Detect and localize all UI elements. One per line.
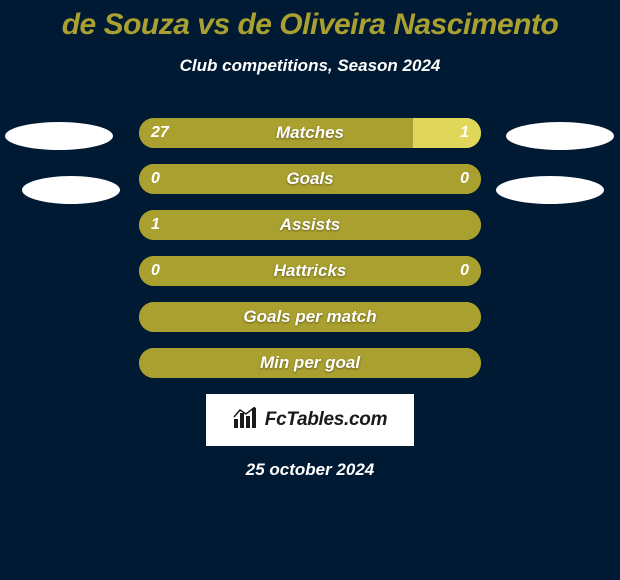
bar-value-left: 0 — [151, 164, 160, 194]
date-line: 25 october 2024 — [0, 460, 620, 480]
bar-label: Assists — [139, 210, 481, 240]
bar-value-right: 1 — [460, 118, 469, 148]
player-photo-placeholder — [5, 122, 113, 150]
stat-bar: Assists1 — [139, 210, 481, 240]
bar-value-right: 0 — [460, 164, 469, 194]
bar-value-left: 1 — [151, 210, 160, 240]
player-photo-placeholder — [506, 122, 614, 150]
player-photo-placeholder — [22, 176, 120, 204]
stat-bar: Matches27 1 — [139, 118, 481, 148]
player-photo-placeholder — [496, 176, 604, 204]
stat-bar: Hattricks0 0 — [139, 256, 481, 286]
comparison-infographic: de Souza vs de Oliveira Nascimento Club … — [0, 0, 620, 580]
bar-label: Goals — [139, 164, 481, 194]
bar-chart-icon — [233, 407, 259, 434]
stat-bar: Goals per match — [139, 302, 481, 332]
bars-area: Matches271Goals00Assists1Hattricks00Goal… — [0, 118, 620, 378]
page-title: de Souza vs de Oliveira Nascimento — [0, 0, 620, 42]
bar-value-left: 27 — [151, 118, 169, 148]
bar-label: Min per goal — [139, 348, 481, 378]
page-subtitle: Club competitions, Season 2024 — [0, 56, 620, 76]
brand-box: FcTables.com — [206, 394, 414, 446]
bar-label: Matches — [139, 118, 481, 148]
bar-value-left: 0 — [151, 256, 160, 286]
stat-bar: Goals0 0 — [139, 164, 481, 194]
bar-label: Goals per match — [139, 302, 481, 332]
stat-bar: Min per goal — [139, 348, 481, 378]
brand-text: FcTables.com — [265, 409, 387, 431]
bar-value-right: 0 — [460, 256, 469, 286]
bar-label: Hattricks — [139, 256, 481, 286]
